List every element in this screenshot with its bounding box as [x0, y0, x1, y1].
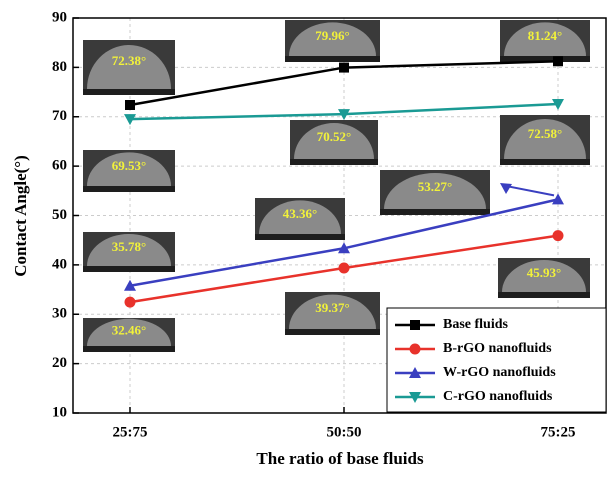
- droplet-image: 72.38°: [83, 40, 175, 95]
- legend-label: Base fluids: [443, 317, 509, 332]
- y-tick-label: 90: [52, 9, 67, 25]
- chart: The ratio of base fluids Contact Angle(°…: [0, 0, 612, 475]
- data-label: 69.53°: [112, 158, 146, 173]
- data-point: [553, 230, 564, 241]
- data-label: 53.27°: [418, 179, 452, 194]
- data-label: 39.37°: [315, 300, 349, 315]
- droplet-image: 43.36°: [255, 198, 345, 240]
- x-tick-label: 50:50: [327, 424, 362, 440]
- droplet-base: [83, 346, 175, 352]
- data-label: 72.38°: [112, 53, 146, 68]
- y-tick-label: 20: [52, 355, 67, 371]
- data-point: [339, 63, 349, 73]
- data-point: [553, 56, 563, 66]
- data-label: 45.93°: [527, 265, 561, 280]
- droplet-base: [83, 186, 175, 192]
- y-tick-label: 70: [52, 108, 67, 124]
- droplet-image: 81.24°: [500, 20, 590, 62]
- droplet-base: [290, 159, 378, 165]
- droplet-base: [498, 292, 590, 298]
- y-tick-label: 10: [52, 404, 67, 420]
- data-label: 81.24°: [528, 28, 562, 43]
- droplet-base: [83, 266, 175, 272]
- droplet-image: 45.93°: [498, 258, 590, 298]
- droplet-base: [83, 89, 175, 95]
- droplet-base: [500, 159, 590, 165]
- data-label: 72.58°: [528, 126, 562, 141]
- y-tick-label: 50: [52, 207, 67, 223]
- droplet-base: [255, 234, 345, 240]
- data-label: 79.96°: [315, 28, 349, 43]
- data-point: [339, 262, 350, 273]
- droplet-base: [285, 56, 380, 62]
- arrow: [506, 186, 554, 195]
- x-axis-title: The ratio of base fluids: [256, 449, 424, 468]
- legend-label: C-rGO nanofluids: [443, 389, 553, 404]
- data-label: 43.36°: [283, 206, 317, 221]
- droplet-base: [380, 209, 490, 215]
- droplet-image: 35.78°: [83, 232, 175, 272]
- y-tick-label: 30: [52, 306, 67, 322]
- arrow-head: [500, 183, 512, 194]
- legend-label: B-rGO nanofluids: [443, 341, 552, 356]
- droplet-image: 79.96°: [285, 20, 380, 62]
- legend-marker: [410, 320, 420, 330]
- legend-label: W-rGO nanofluids: [443, 365, 556, 380]
- y-tick-label: 40: [52, 256, 67, 272]
- y-tick-label: 80: [52, 59, 67, 75]
- droplet-image: 72.58°: [500, 115, 590, 165]
- data-point: [125, 297, 136, 308]
- data-label: 32.46°: [112, 323, 146, 338]
- droplet-image: 70.52°: [290, 120, 378, 165]
- data-point: [125, 100, 135, 110]
- droplet-image: 53.27°: [380, 170, 490, 215]
- droplet-image: 39.37°: [285, 292, 380, 335]
- droplet-base: [285, 329, 380, 335]
- x-tick-label: 75:25: [541, 424, 576, 440]
- y-tick-label: 60: [52, 158, 67, 174]
- y-axis-title: Contact Angle(°): [11, 155, 30, 277]
- droplet-image: 32.46°: [83, 318, 175, 352]
- droplet-image: 69.53°: [83, 150, 175, 192]
- data-label: 35.78°: [112, 239, 146, 254]
- legend-marker: [410, 344, 421, 355]
- data-label: 70.52°: [317, 129, 351, 144]
- x-tick-label: 25:75: [113, 424, 148, 440]
